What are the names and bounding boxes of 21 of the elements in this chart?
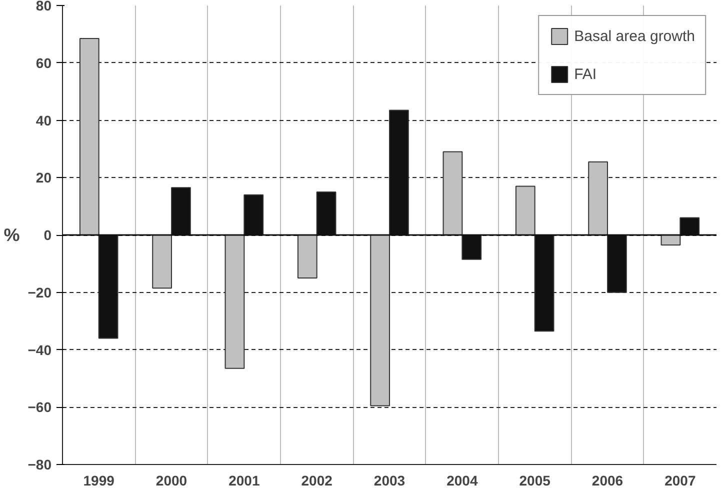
x-tick-label: 2005 — [519, 472, 551, 488]
x-tick-label: 2007 — [664, 472, 696, 488]
y-tick-label: −40 — [28, 342, 52, 358]
y-tick-label: 80 — [36, 0, 52, 14]
x-tick-label: 2001 — [228, 472, 260, 488]
legend-label: Basal area growth — [574, 28, 695, 44]
x-tick-label: 1999 — [83, 472, 115, 488]
x-tick-label: 2006 — [592, 472, 624, 488]
y-tick-label: 60 — [36, 54, 52, 71]
x-tick-label: 2000 — [156, 472, 188, 488]
legend-label: FAI — [574, 66, 597, 82]
x-tick-label: 2003 — [374, 472, 406, 488]
y-tick-label: 0 — [44, 227, 52, 243]
y-tick-label: −80 — [28, 456, 52, 472]
y-tick-label: −60 — [28, 399, 52, 416]
x-tick-label: 2002 — [301, 472, 333, 488]
y-axis-title: % — [4, 225, 20, 245]
y-tick-label: 20 — [36, 170, 52, 186]
y-tick-label: 40 — [36, 112, 52, 128]
x-tick-label: 2004 — [446, 472, 478, 488]
y-tick-label: −20 — [28, 284, 52, 300]
